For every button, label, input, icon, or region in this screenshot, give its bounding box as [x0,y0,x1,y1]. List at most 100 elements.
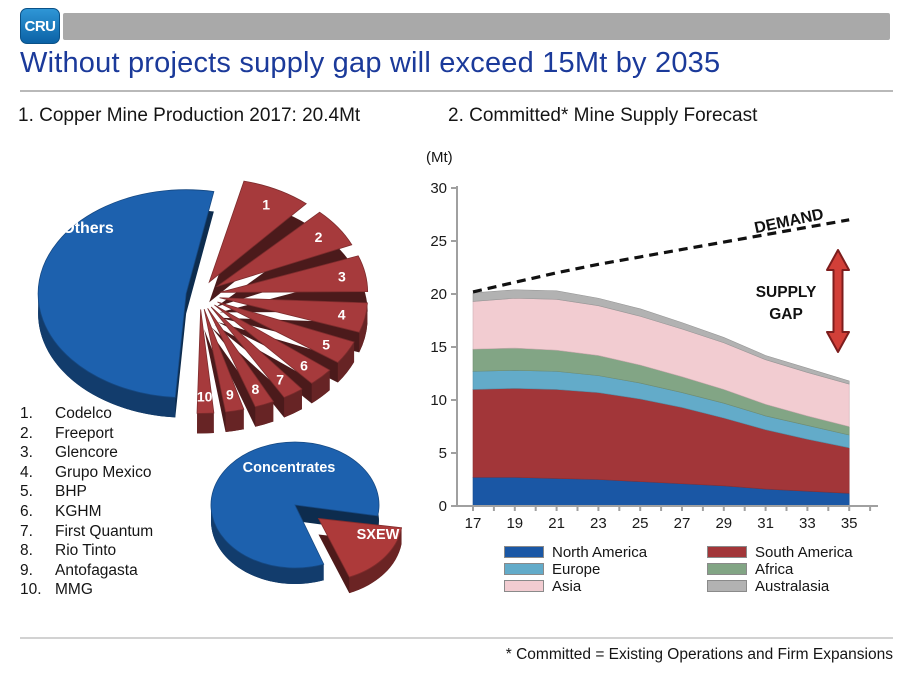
producer-name: Grupo Mexico [55,463,152,481]
legend-swatch [504,580,544,592]
y-tick-label: 25 [430,233,447,250]
producer-name: Antofagasta [55,561,138,579]
y-tick-label: 20 [430,286,447,303]
producer-list-item: 7. First Quantum [20,522,153,542]
producer-name: Glencore [55,444,118,462]
producer-list-item: 5. BHP [20,482,153,502]
cru-logo-text: CRU [24,17,57,35]
pie-slice-number-9: 9 [226,387,234,403]
pie-slice-number-7: 7 [276,372,284,388]
pie-label-sxew: SXEW [357,527,400,543]
area-australasia [472,289,850,385]
producer-name: MMG [55,581,93,599]
x-tick-label: 31 [757,515,774,532]
x-tick-label: 35 [841,515,858,532]
legend-item-africa: Africa [707,560,853,578]
x-tick-label: 19 [506,515,523,532]
legend-column: North America Europe Asia [504,544,647,595]
pie-label-concentrates: Concentrates [243,460,336,476]
left-chart-heading: 1. Copper Mine Production 2017: 20.4Mt [18,105,361,126]
producer-list-item: 4. Grupo Mexico [20,463,153,483]
producer-rank: 4. [20,463,33,481]
producer-list-item: 9. Antofagasta [20,561,153,581]
legend-item-asia: Asia [504,577,647,595]
y-axis-unit-label: (Mt) [426,149,453,166]
producer-rank: 5. [20,483,33,501]
x-tick-label: 27 [674,515,691,532]
demand-line [472,218,850,294]
legend-label: Africa [755,560,794,578]
legend-swatch [504,546,544,558]
producer-name: Codelco [55,405,112,422]
y-tick-label: 30 [430,180,447,197]
producer-list-item: 3. Glencore [20,443,153,463]
legend-swatch [707,546,748,558]
supply-gap-arrow [826,249,850,353]
producer-rank: 3. [20,444,33,462]
legend-item-north-america: North America [504,544,647,561]
x-tick-label: 17 [465,515,482,532]
producer-rank: 10. [20,581,42,599]
pie-slice-number-4: 4 [338,307,346,323]
pie-slice-number-3: 3 [338,268,346,284]
producer-name: Rio Tinto [55,542,117,560]
legend-swatch [707,580,748,592]
footnote-rule [20,637,893,639]
header-bar [63,13,890,40]
pie-slice-number-1: 1 [262,197,270,213]
pie-label-others: Others [62,220,114,237]
producer-rank: 7. [20,522,33,540]
pie-slice-number-10: 10 [197,389,213,405]
producer-name: First Quantum [55,522,154,540]
y-tick-label: 15 [430,339,447,356]
legend-item-australasia: Australasia [707,577,853,595]
producer-name: Freeport [55,424,114,442]
pie-slice-mmg [196,309,215,434]
page-title: Without projects supply gap will exceed … [20,47,721,79]
producer-rank: 9. [20,561,33,579]
supply-forecast-chart-canvas: 0 5 10 15 20 25 30 17 19 21 23 25 27 29 31 33 35 DEMAND SU… [430,180,878,532]
demand-label: DEMAND [753,206,825,237]
producer-list-item: 2. Freeport [20,424,153,444]
pie-slice-number-2: 2 [315,229,323,245]
pie-slice-number-6: 6 [300,358,308,374]
supply-gap-label: SUPPLY GAP [756,284,817,323]
pie-slice-number-5: 5 [322,336,330,352]
legend-item-south-america: South America [707,543,853,561]
legend-swatch [504,563,544,575]
footnote: * Committed = Existing Operations and Fi… [505,646,893,663]
legend-label: Australasia [755,577,830,595]
x-tick-label: 21 [548,515,565,532]
x-tick-label: 29 [715,515,732,532]
title-rule [20,90,893,92]
cru-logo: CRU [20,8,60,44]
producer-list-item: 8. Rio Tinto [20,541,153,561]
legend-label: Asia [552,577,582,595]
legend-item-europe: Europe [504,560,647,578]
legend-label: Europe [552,560,601,578]
producer-rank: 8. [20,542,33,560]
pie-slice-number-8: 8 [251,381,259,397]
chart-legend: North America Europe Asia South America Afri… [504,543,853,595]
producer-name: BHP [55,483,87,501]
x-tick-label: 33 [799,515,816,532]
y-tick-label: 0 [439,498,447,515]
x-tick-label: 25 [632,515,649,532]
producer-name: KGHM [55,502,102,520]
legend-label: South America [755,543,853,561]
pie-slice-concentrates [210,441,380,584]
y-tick-label: 5 [439,445,447,462]
legend-column: South America Africa Australasia [707,543,853,595]
legend-swatch [707,563,748,575]
producer-rank: 1. [20,405,33,422]
producer-rank: 6. [20,502,33,520]
x-tick-label: 23 [590,515,607,532]
y-tick-label: 10 [430,392,447,409]
producer-list: 1. Codelco 2. Freeport 3. Glencore 4. Grupo Mex… [20,404,153,600]
producer-list-item: 10. MMG [20,580,153,600]
producer-rank: 2. [20,424,33,442]
pie-slice-antofagasta [203,308,245,432]
right-chart-heading: 2. Committed* Mine Supply Forecast [448,105,758,126]
